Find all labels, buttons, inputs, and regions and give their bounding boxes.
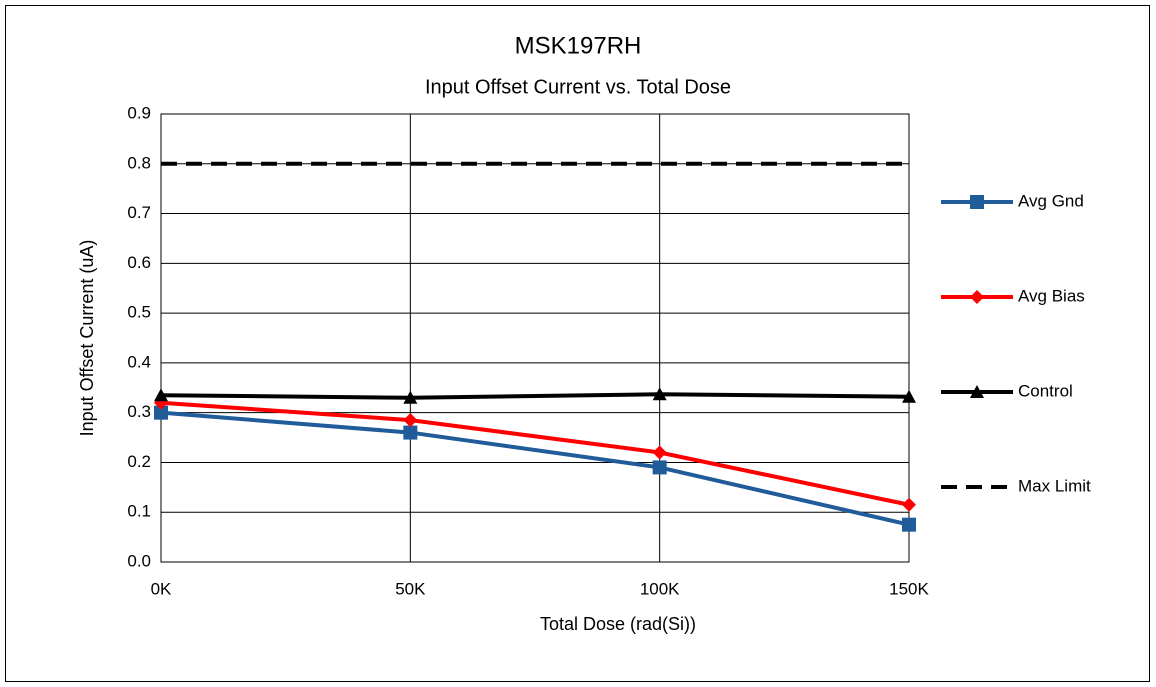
plot-border xyxy=(160,113,910,563)
marker xyxy=(652,445,667,460)
y-tick-label: 0.7 xyxy=(127,203,151,222)
x-tick-label: 0K xyxy=(151,579,172,598)
x-tick-label: 50K xyxy=(395,579,426,598)
y-tick-label: 0.8 xyxy=(127,153,151,172)
legend-label: Control xyxy=(1018,381,1073,400)
y-axis-label: Input Offset Current (uA) xyxy=(77,240,97,437)
y-tick-label: 0.4 xyxy=(127,352,151,371)
series-line xyxy=(160,410,910,527)
marker xyxy=(154,388,168,402)
y-tick-label: 0.0 xyxy=(127,551,151,570)
marker xyxy=(652,387,667,401)
marker xyxy=(902,389,916,403)
marker xyxy=(970,385,984,398)
y-tick-label: 0.9 xyxy=(127,103,151,122)
marker xyxy=(403,390,418,404)
chart-title: MSK197RH xyxy=(515,32,642,59)
chart-frame xyxy=(5,5,1150,682)
marker xyxy=(902,497,916,512)
marker xyxy=(154,405,168,420)
marker xyxy=(902,517,916,532)
marker xyxy=(970,195,984,209)
x-tick-label: 150K xyxy=(889,579,929,598)
marker xyxy=(403,425,418,440)
legend-label: Avg Bias xyxy=(1018,286,1085,305)
x-axis-label: Total Dose (rad(Si)) xyxy=(540,614,696,634)
x-tick-label: 100K xyxy=(640,579,680,598)
marker xyxy=(403,413,418,428)
y-tick-label: 0.1 xyxy=(127,502,151,521)
y-tick-label: 0.2 xyxy=(127,452,151,471)
marker xyxy=(970,290,984,304)
y-tick-label: 0.3 xyxy=(127,402,151,421)
series-line xyxy=(160,400,910,507)
series-line xyxy=(160,392,910,400)
y-tick-label: 0.6 xyxy=(127,253,151,272)
chart-subtitle: Input Offset Current vs. Total Dose xyxy=(425,76,731,98)
marker xyxy=(652,460,667,475)
y-tick-label: 0.5 xyxy=(127,303,151,322)
legend-label: Avg Gnd xyxy=(1018,191,1084,210)
legend-label: Max Limit xyxy=(1018,476,1091,495)
